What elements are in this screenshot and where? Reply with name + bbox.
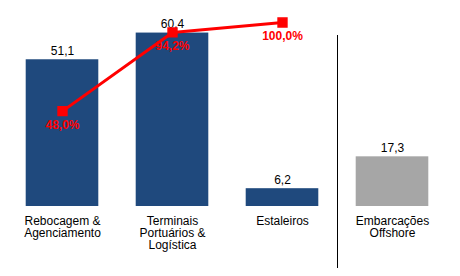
svg-text:60,4: 60,4 xyxy=(160,16,185,31)
svg-text:Rebocagem &Agenciamento: Rebocagem &Agenciamento xyxy=(24,214,101,240)
svg-text:48,0%: 48,0% xyxy=(45,118,79,132)
svg-text:TerminaisPortuários &Logística: TerminaisPortuários &Logística xyxy=(139,214,205,252)
svg-text:EmbarcaçõesOffshore: EmbarcaçõesOffshore xyxy=(356,214,429,240)
svg-text:17,3: 17,3 xyxy=(381,141,405,155)
svg-text:94,2%: 94,2% xyxy=(155,39,189,53)
svg-text:6,2: 6,2 xyxy=(274,173,291,187)
svg-text:51,1: 51,1 xyxy=(51,44,75,58)
svg-text:Estaleiros: Estaleiros xyxy=(256,214,309,228)
svg-text:100,0%: 100,0% xyxy=(262,29,303,43)
